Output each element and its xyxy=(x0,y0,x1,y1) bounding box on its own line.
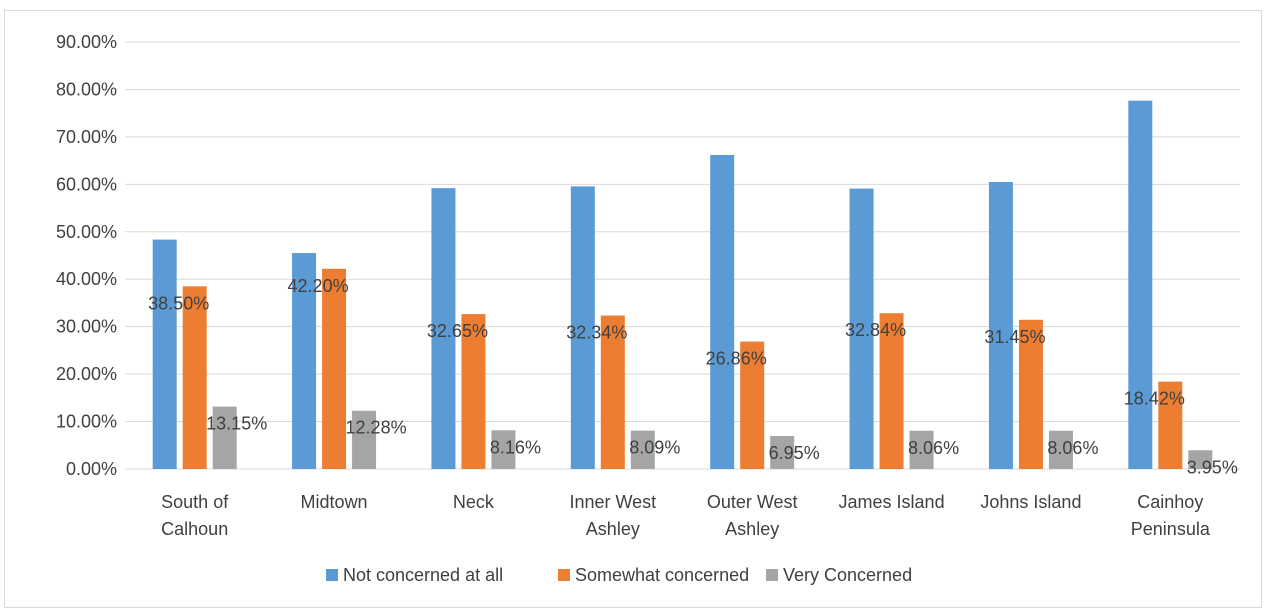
x-category-label: South of xyxy=(161,492,229,512)
legend-swatch xyxy=(766,569,778,581)
data-label: 13.15% xyxy=(206,414,267,434)
x-category-label: Neck xyxy=(453,492,495,512)
legend-swatch xyxy=(558,569,570,581)
data-label: 8.06% xyxy=(1047,438,1098,458)
bar-somewhat-concerned xyxy=(322,269,346,469)
bar-not-concerned-at-all xyxy=(710,155,734,469)
data-label: 32.34% xyxy=(566,323,627,343)
x-category-label: Cainhoy xyxy=(1137,492,1203,512)
data-label: 18.42% xyxy=(1124,389,1185,409)
data-label: 8.06% xyxy=(908,438,959,458)
legend-swatch xyxy=(326,569,338,581)
legend-label: Not concerned at all xyxy=(343,565,503,585)
y-tick-label: 40.00% xyxy=(56,269,117,289)
data-label: 31.45% xyxy=(984,327,1045,347)
data-label: 42.20% xyxy=(288,276,349,296)
data-label: 6.95% xyxy=(769,443,820,463)
y-tick-label: 80.00% xyxy=(56,79,117,99)
data-label: 8.09% xyxy=(629,438,680,458)
data-label: 32.84% xyxy=(845,320,906,340)
y-tick-label: 0.00% xyxy=(66,459,117,479)
data-label: 8.16% xyxy=(490,437,541,457)
bar-not-concerned-at-all xyxy=(989,182,1013,469)
x-category-label: James Island xyxy=(839,492,945,512)
legend-label: Very Concerned xyxy=(783,565,912,585)
legend: Not concerned at all Somewhat concerned Ve… xyxy=(326,565,912,585)
y-axis-tick-labels: 0.00% 10.00% 20.00% 30.00% 40.00% 50.00% 60.00… xyxy=(56,32,117,479)
x-category-label: Outer West xyxy=(707,492,798,512)
y-tick-label: 60.00% xyxy=(56,174,117,194)
data-label: 3.95% xyxy=(1187,457,1238,477)
y-tick-label: 10.00% xyxy=(56,412,117,432)
bar-somewhat-concerned xyxy=(183,286,207,469)
y-tick-label: 50.00% xyxy=(56,222,117,242)
data-label: 26.86% xyxy=(706,349,767,369)
x-category-label: Peninsula xyxy=(1131,519,1211,539)
x-category-label: Midtown xyxy=(301,492,368,512)
legend-label: Somewhat concerned xyxy=(575,565,749,585)
chart-frame: 0.00% 10.00% 20.00% 30.00% 40.00% 50.00% 60.00… xyxy=(4,10,1262,608)
bar-not-concerned-at-all xyxy=(1128,101,1152,469)
data-label: 12.28% xyxy=(346,418,407,438)
x-category-label: Calhoun xyxy=(161,519,228,539)
x-category-label: Ashley xyxy=(586,519,640,539)
data-label: 38.50% xyxy=(148,293,209,313)
bar-chart: 0.00% 10.00% 20.00% 30.00% 40.00% 50.00% 60.00… xyxy=(5,11,1263,609)
bar-not-concerned-at-all xyxy=(153,240,177,469)
y-tick-label: 90.00% xyxy=(56,32,117,52)
y-tick-label: 20.00% xyxy=(56,364,117,384)
x-category-label: Ashley xyxy=(725,519,779,539)
x-category-label: Inner West xyxy=(569,492,656,512)
data-label: 32.65% xyxy=(427,321,488,341)
y-tick-label: 70.00% xyxy=(56,127,117,147)
x-axis-category-labels: South of Calhoun Midtown Neck Inner West Ashl… xyxy=(161,492,1211,539)
y-tick-label: 30.00% xyxy=(56,317,117,337)
x-category-label: Johns Island xyxy=(980,492,1081,512)
